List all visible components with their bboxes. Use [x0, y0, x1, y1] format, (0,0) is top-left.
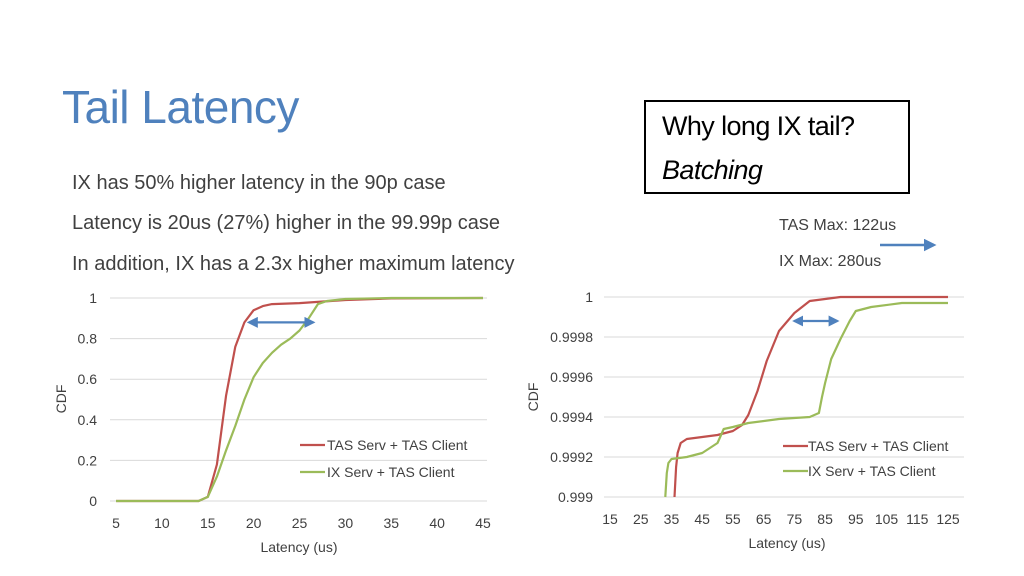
y-tick-label: 0.2 — [78, 452, 98, 468]
x-axis-title: Latency (us) — [748, 535, 825, 551]
ix-series-line — [664, 301, 948, 498]
x-tick-label: 115 — [906, 511, 929, 527]
x-tick-label: 15 — [602, 511, 618, 527]
callout-answer: Batching — [662, 155, 763, 185]
page-title: Tail Latency — [62, 81, 299, 133]
x-tick-label: 85 — [817, 511, 833, 527]
y-tick-label: 1 — [585, 289, 593, 305]
x-tick-label: 125 — [936, 511, 960, 527]
bullet-max-latency: In addition, IX has a 2.3x higher maximu… — [72, 253, 515, 275]
tas-series-line — [673, 295, 948, 498]
ix-max-note: IX Max: 280us — [779, 253, 882, 270]
x-tick-label: 95 — [848, 511, 864, 527]
y-tick-label: 0.9992 — [550, 449, 593, 465]
y-tick-label: 0.9996 — [550, 369, 593, 385]
x-tick-label: 75 — [787, 511, 803, 527]
legend-label: TAS Serv + TAS Client — [808, 438, 949, 454]
x-tick-label: 45 — [475, 515, 491, 531]
x-tick-label: 10 — [154, 515, 170, 531]
tas-max-note: TAS Max: 122us — [779, 217, 897, 234]
x-tick-label: 35 — [383, 515, 399, 531]
legend-label: TAS Serv + TAS Client — [327, 437, 468, 453]
bullet-90p: IX has 50% higher latency in the 90p cas… — [72, 172, 446, 194]
x-tick-label: 20 — [246, 515, 262, 531]
callout-box: Why long IX tail? Batching — [644, 100, 910, 194]
y-tick-label: 0.999 — [558, 489, 593, 505]
x-tick-label: 25 — [292, 515, 308, 531]
x-tick-label: 15 — [200, 515, 216, 531]
y-tick-label: 0.9998 — [550, 329, 593, 345]
bullet-9999p: Latency is 20us (27%) higher in the 99.9… — [72, 212, 501, 234]
x-tick-label: 45 — [694, 511, 710, 527]
x-tick-label: 30 — [338, 515, 354, 531]
x-axis-title: Latency (us) — [260, 539, 337, 555]
x-tick-label: 105 — [875, 511, 899, 527]
x-tick-label: 40 — [429, 515, 445, 531]
x-tick-label: 5 — [112, 515, 120, 531]
legend-label: IX Serv + TAS Client — [327, 464, 455, 480]
y-tick-label: 0 — [89, 493, 97, 509]
y-axis-title: CDF — [525, 383, 541, 412]
callout-question: Why long IX tail? — [662, 111, 855, 141]
x-tick-label: 55 — [725, 511, 741, 527]
ix-series-line — [116, 296, 483, 503]
y-tick-label: 0.6 — [78, 371, 98, 387]
x-tick-label: 25 — [633, 511, 649, 527]
y-tick-label: 0.9994 — [550, 409, 593, 425]
y-tick-label: 1 — [89, 290, 97, 306]
y-axis-title: CDF — [53, 385, 69, 414]
x-tick-label: 35 — [664, 511, 680, 527]
x-tick-label: 65 — [756, 511, 772, 527]
legend-label: IX Serv + TAS Client — [808, 463, 936, 479]
y-tick-label: 0.4 — [78, 412, 98, 428]
y-tick-label: 0.8 — [78, 331, 98, 347]
